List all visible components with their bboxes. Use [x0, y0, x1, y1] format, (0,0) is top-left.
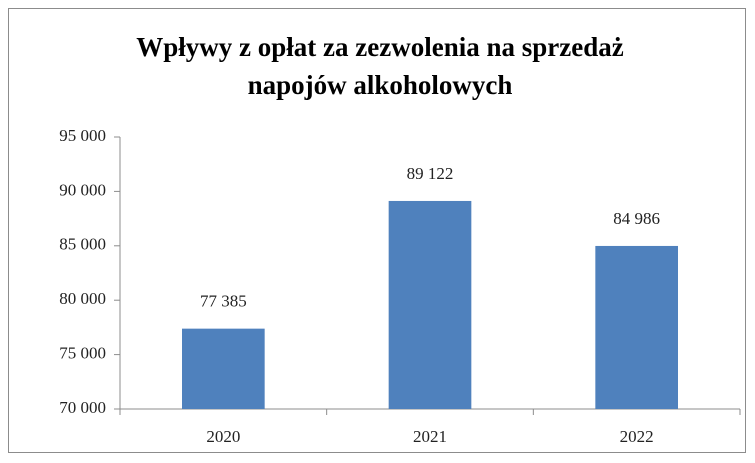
data-label: 89 122 [407, 164, 454, 183]
bar [595, 245, 678, 409]
y-tick-label: 70 000 [59, 398, 106, 417]
bar [182, 328, 265, 409]
y-tick-label: 75 000 [59, 344, 106, 363]
y-tick-label: 85 000 [59, 235, 106, 254]
y-tick-label: 95 000 [59, 126, 106, 145]
y-tick-label: 80 000 [59, 289, 106, 308]
x-tick-label: 2021 [413, 427, 447, 446]
chart-title: Wpływy z opłat za zezwolenia na sprzedaż… [136, 32, 624, 100]
y-tick-label: 90 000 [59, 180, 106, 199]
data-label: 84 986 [613, 209, 660, 228]
x-tick-label: 2020 [206, 427, 240, 446]
bar [388, 200, 472, 409]
data-label: 77 385 [200, 292, 247, 311]
x-tick-label: 2022 [620, 427, 654, 446]
